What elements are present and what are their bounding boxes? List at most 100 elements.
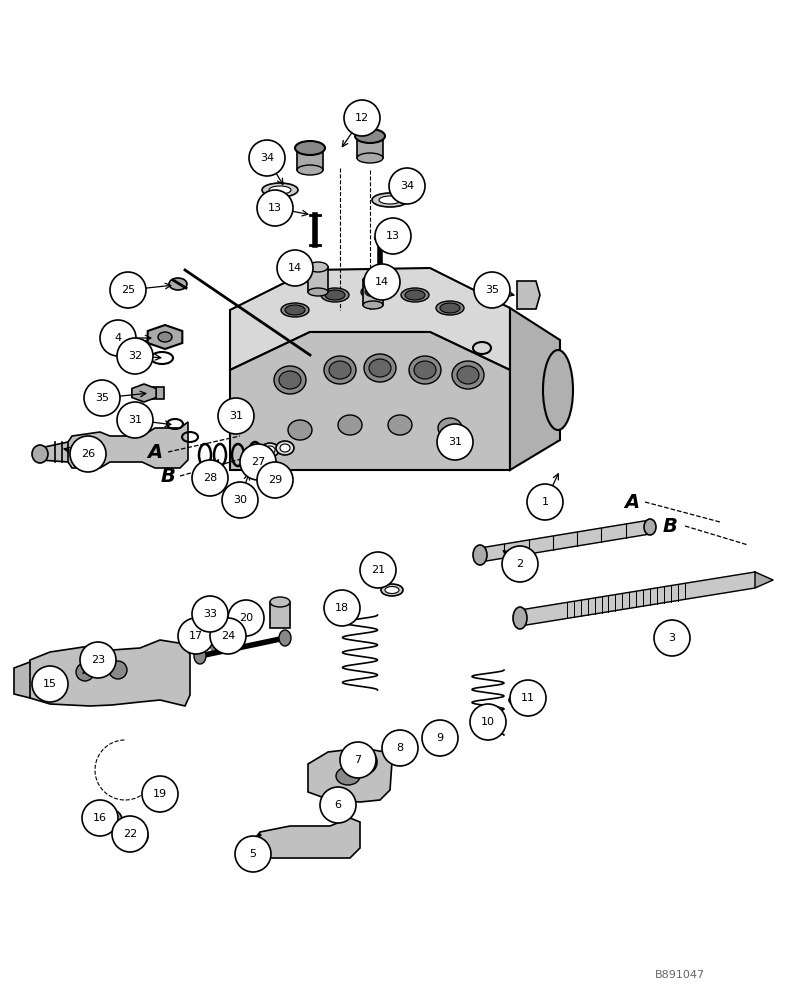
Text: 10: 10 <box>481 717 495 727</box>
Ellipse shape <box>338 415 362 435</box>
Text: 34: 34 <box>260 153 274 163</box>
Polygon shape <box>357 136 383 158</box>
Text: 32: 32 <box>128 351 142 361</box>
Circle shape <box>510 680 546 716</box>
Circle shape <box>222 482 258 518</box>
Text: 19: 19 <box>153 789 167 799</box>
Polygon shape <box>14 662 30 698</box>
Text: 13: 13 <box>386 231 400 241</box>
Text: 4: 4 <box>114 333 122 343</box>
Text: 17: 17 <box>189 631 203 641</box>
Text: 34: 34 <box>400 181 414 191</box>
Ellipse shape <box>308 262 328 272</box>
Text: 20: 20 <box>239 613 253 623</box>
Polygon shape <box>520 572 755 626</box>
Polygon shape <box>480 520 650 562</box>
Ellipse shape <box>280 444 290 452</box>
Circle shape <box>527 484 563 520</box>
Circle shape <box>235 836 271 872</box>
Text: 25: 25 <box>121 285 135 295</box>
Text: 18: 18 <box>335 603 349 613</box>
Polygon shape <box>517 281 540 309</box>
Ellipse shape <box>457 366 479 384</box>
Ellipse shape <box>477 716 499 728</box>
Circle shape <box>228 600 264 636</box>
Circle shape <box>474 272 510 308</box>
Ellipse shape <box>365 287 385 297</box>
Ellipse shape <box>452 361 484 389</box>
Text: A: A <box>147 442 162 462</box>
Circle shape <box>470 704 506 740</box>
Ellipse shape <box>261 443 279 457</box>
Text: 2: 2 <box>517 559 523 569</box>
Ellipse shape <box>336 767 360 785</box>
Text: 7: 7 <box>354 755 362 765</box>
Polygon shape <box>40 422 188 468</box>
Ellipse shape <box>513 607 527 629</box>
Polygon shape <box>297 148 323 170</box>
Polygon shape <box>308 748 392 802</box>
Text: B: B <box>662 516 678 536</box>
Ellipse shape <box>361 285 389 299</box>
Text: 11: 11 <box>521 693 535 703</box>
Ellipse shape <box>357 153 383 163</box>
Ellipse shape <box>401 288 429 302</box>
Circle shape <box>320 787 356 823</box>
Circle shape <box>84 380 120 416</box>
Ellipse shape <box>308 288 328 296</box>
Circle shape <box>389 168 425 204</box>
Ellipse shape <box>194 648 206 664</box>
Circle shape <box>257 462 293 498</box>
Polygon shape <box>230 332 510 470</box>
Circle shape <box>277 250 313 286</box>
Text: 16: 16 <box>93 813 107 823</box>
Circle shape <box>128 826 148 846</box>
Circle shape <box>100 320 136 356</box>
Circle shape <box>82 800 118 836</box>
Text: B891047: B891047 <box>655 970 705 980</box>
Ellipse shape <box>364 354 396 382</box>
Circle shape <box>109 661 127 679</box>
Text: 5: 5 <box>250 849 257 859</box>
Circle shape <box>249 140 285 176</box>
Circle shape <box>80 642 116 678</box>
Circle shape <box>178 618 214 654</box>
Ellipse shape <box>438 418 462 438</box>
Circle shape <box>32 666 68 702</box>
Polygon shape <box>28 640 190 706</box>
Circle shape <box>192 460 228 496</box>
Text: 14: 14 <box>288 263 302 273</box>
Polygon shape <box>510 308 560 470</box>
Polygon shape <box>230 268 510 370</box>
Ellipse shape <box>325 290 345 300</box>
Ellipse shape <box>440 303 460 313</box>
Circle shape <box>422 720 458 756</box>
Text: 24: 24 <box>221 631 235 641</box>
Text: A: A <box>625 492 639 512</box>
Ellipse shape <box>270 597 290 607</box>
Ellipse shape <box>473 545 487 565</box>
Text: 30: 30 <box>233 495 247 505</box>
Text: 8: 8 <box>397 743 403 753</box>
Ellipse shape <box>321 288 349 302</box>
Circle shape <box>344 100 380 136</box>
Circle shape <box>70 436 106 472</box>
Ellipse shape <box>265 446 275 454</box>
Ellipse shape <box>363 275 383 285</box>
Circle shape <box>360 552 396 588</box>
Ellipse shape <box>543 350 573 430</box>
Ellipse shape <box>158 332 172 342</box>
Ellipse shape <box>379 196 401 204</box>
Ellipse shape <box>405 290 425 300</box>
Circle shape <box>654 620 690 656</box>
Text: 29: 29 <box>268 475 282 485</box>
Ellipse shape <box>385 586 399 593</box>
Ellipse shape <box>409 356 441 384</box>
Circle shape <box>353 750 377 774</box>
Ellipse shape <box>295 141 325 155</box>
Ellipse shape <box>297 165 323 175</box>
Text: 22: 22 <box>123 829 137 839</box>
Ellipse shape <box>281 303 309 317</box>
Ellipse shape <box>372 193 408 207</box>
Circle shape <box>218 398 254 434</box>
